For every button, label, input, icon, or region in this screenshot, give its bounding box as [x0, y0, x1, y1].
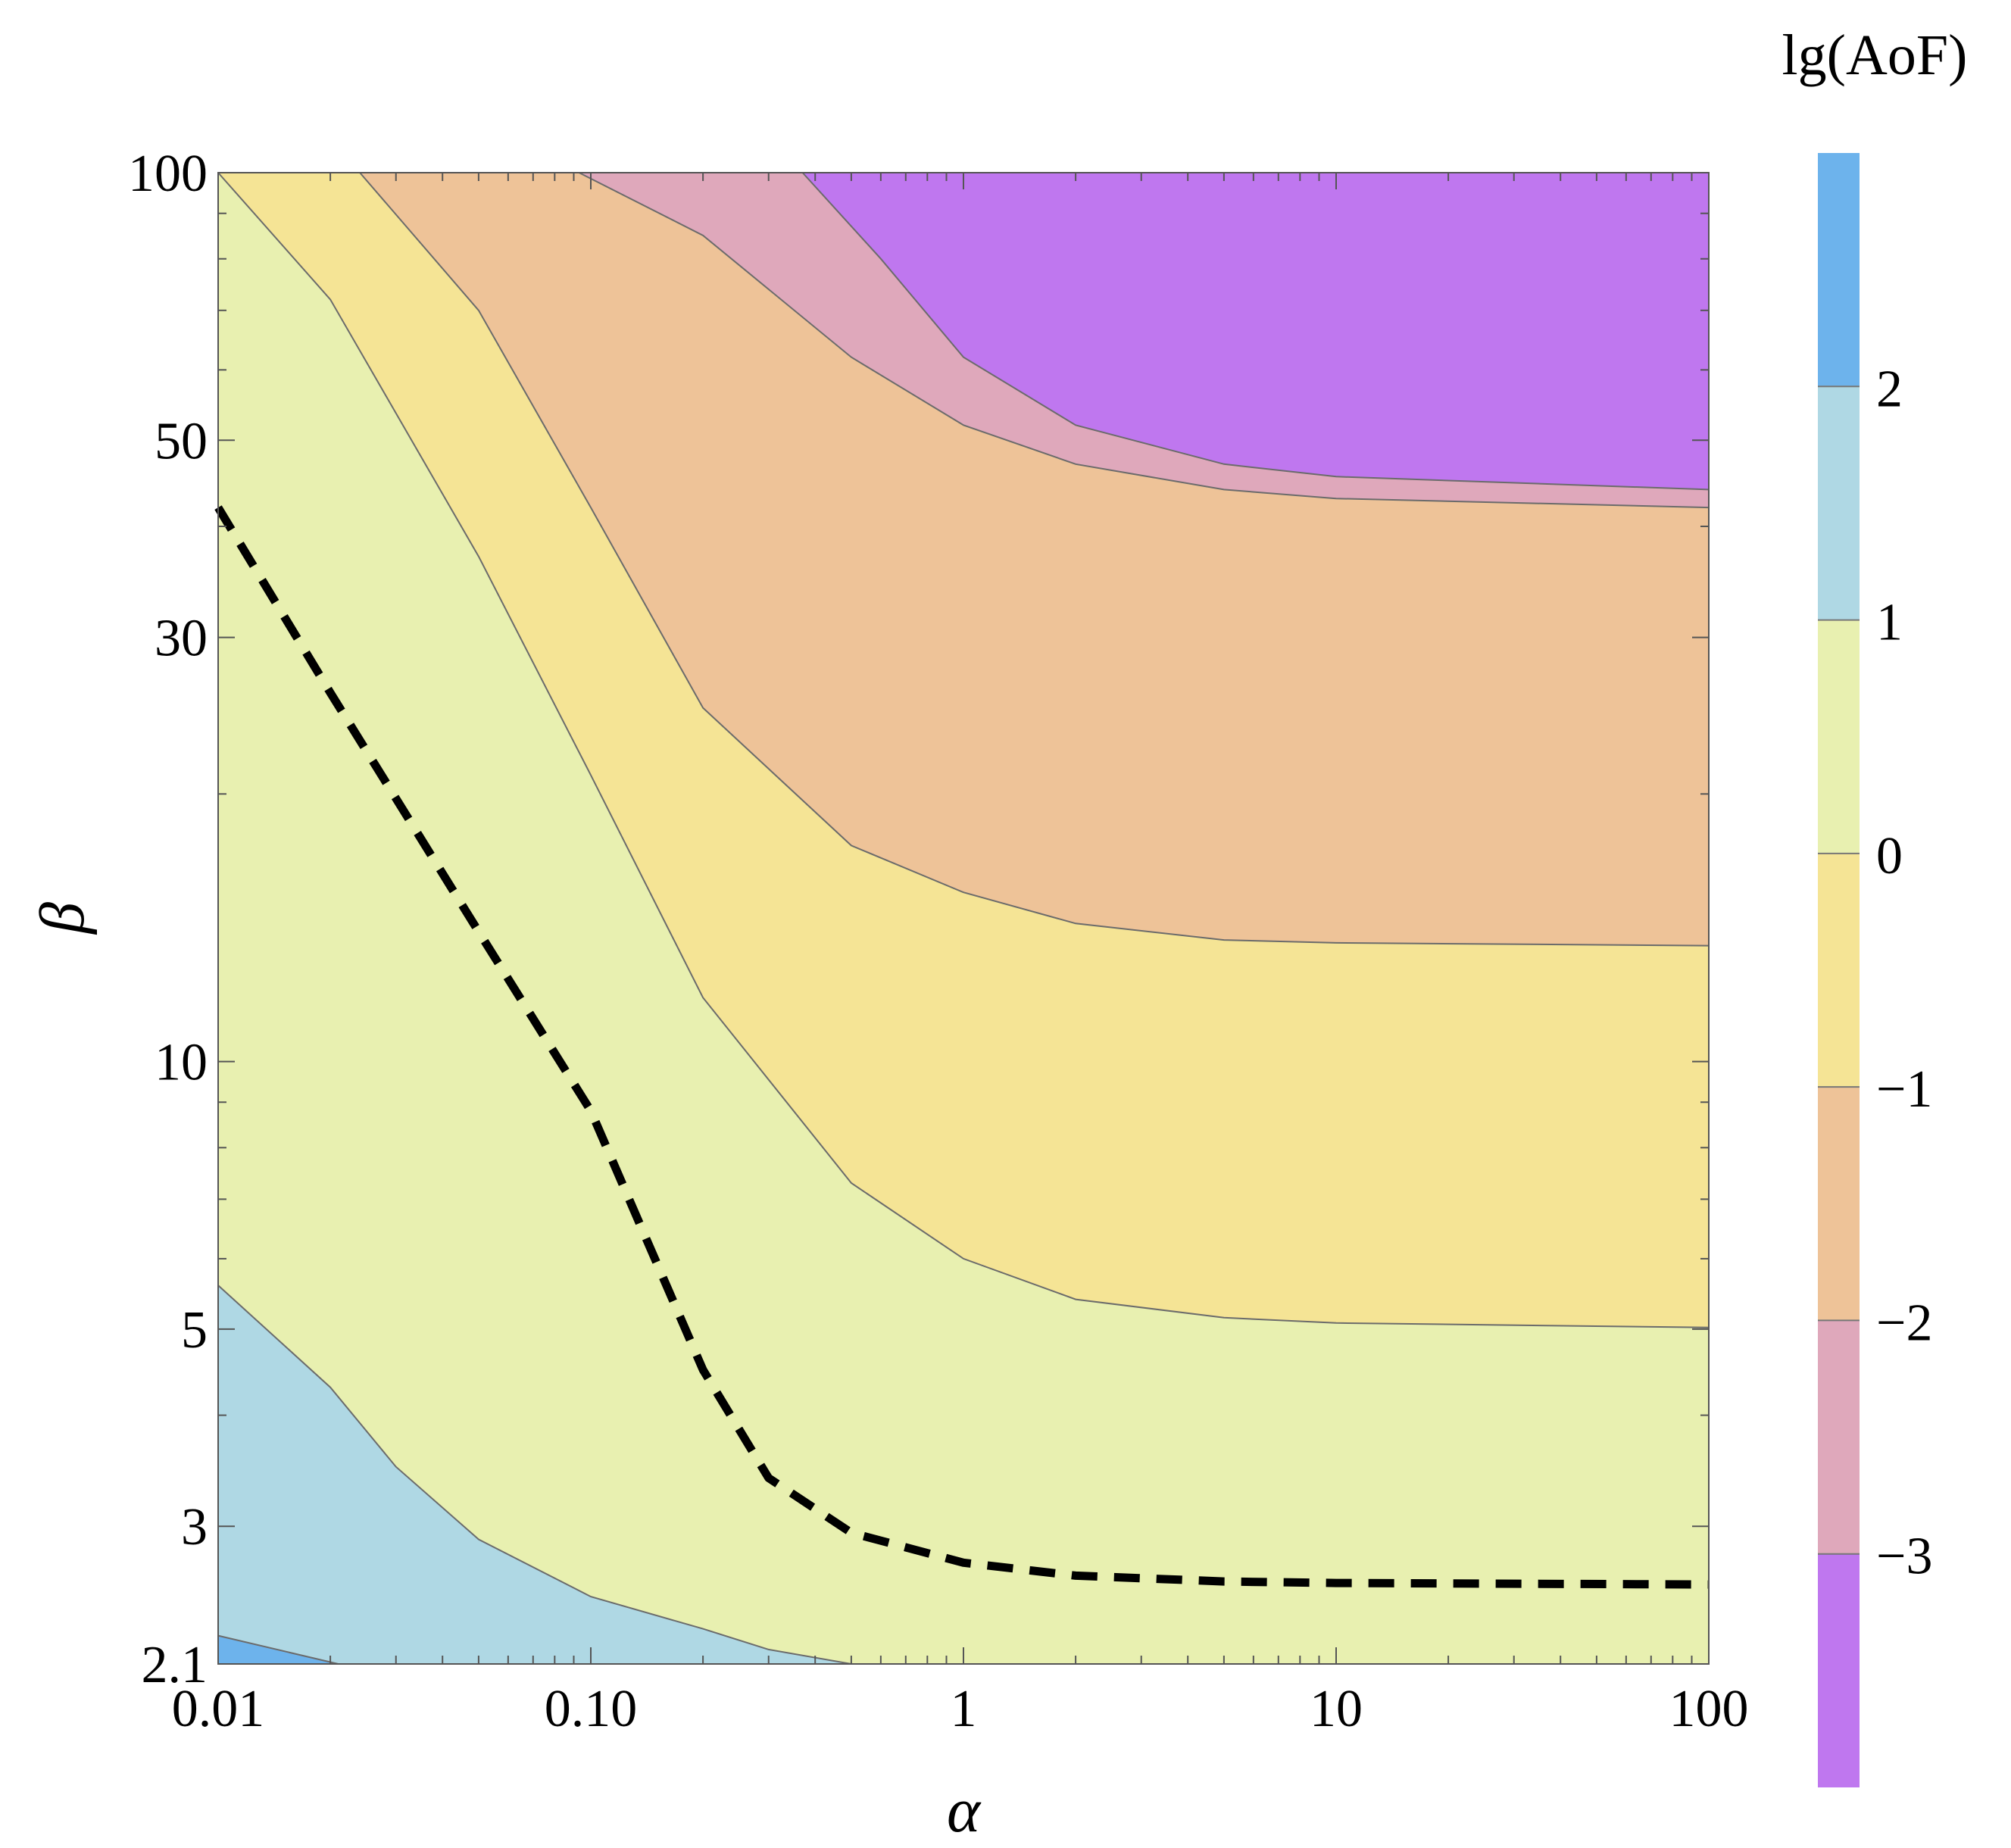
- colorbar-swatch: [1818, 386, 1860, 620]
- y-tick-label: 100: [128, 145, 208, 203]
- x-axis-title: α: [947, 1775, 982, 1846]
- colorbar-swatch: [1818, 153, 1860, 387]
- x-axis: 0.01 0.10 1 10 100: [172, 173, 1749, 1738]
- colorbar-title: lg(AoF): [1782, 23, 1968, 87]
- x-tick-label: 0.01: [172, 1680, 265, 1738]
- dashed-boundary-line: [214, 505, 1710, 1589]
- contour-line-2: [217, 1634, 339, 1665]
- contour-line-minus3: [801, 172, 1710, 491]
- y-tick-label: 2.1: [142, 1636, 208, 1694]
- x-tick-label: 1: [951, 1680, 977, 1738]
- colorbar: 2 1 0 −1 −2 −3: [1818, 153, 1932, 1787]
- colorbar-tick-label: −2: [1876, 1294, 1932, 1352]
- colorbar-swatch: [1818, 620, 1860, 854]
- colorbar-swatch: [1818, 853, 1860, 1088]
- dashed-boundary: [214, 505, 1710, 1589]
- colorbar-swatch: [1818, 1553, 1860, 1787]
- colorbar-tick-label: −3: [1876, 1528, 1932, 1586]
- band-minus4-to-minus3: [802, 173, 1709, 490]
- colorbar-tick-label: 2: [1876, 360, 1903, 418]
- band-1-to-2: [218, 1285, 851, 1664]
- colorbar-tick-label: 1: [1876, 594, 1903, 652]
- y-axis: 2.1 3 5 10 30 50 100: [128, 145, 1709, 1694]
- y-tick-label: 50: [155, 412, 208, 470]
- colorbar-swatch: [1818, 1087, 1860, 1321]
- y-tick-label: 5: [181, 1301, 208, 1359]
- contour-lines: [217, 172, 1710, 1665]
- contour-line-0: [217, 172, 1710, 1328]
- x-tick-label: 100: [1669, 1680, 1749, 1738]
- colorbar-tick-label: 0: [1876, 827, 1903, 885]
- contour-line-minus2: [579, 172, 1710, 509]
- y-tick-label: 30: [155, 610, 208, 668]
- colorbar-tick-label: −1: [1876, 1060, 1932, 1119]
- y-axis-title: β: [27, 902, 98, 935]
- contour-line-1: [217, 1285, 852, 1665]
- x-tick-label: 0.10: [545, 1680, 638, 1738]
- x-tick-label: 10: [1310, 1680, 1363, 1738]
- y-tick-label: 3: [181, 1498, 208, 1556]
- plot-area: [218, 173, 1710, 1664]
- colorbar-swatch: [1818, 1320, 1860, 1554]
- contour-line-minus1: [359, 172, 1710, 947]
- y-tick-label: 10: [155, 1034, 208, 1092]
